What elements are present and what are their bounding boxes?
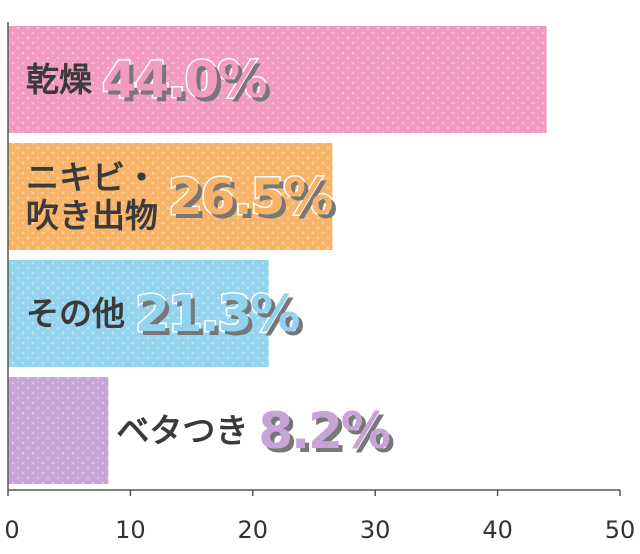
bar-label-row: ニキビ・吹き出物 26.5% bbox=[26, 143, 335, 250]
x-tick-label: 20 bbox=[237, 516, 269, 544]
bar-texture bbox=[8, 26, 547, 133]
x-tick-label: 0 bbox=[4, 516, 20, 544]
x-tick-label: 10 bbox=[115, 516, 146, 544]
bar-label-row: 乾燥 44.0% bbox=[26, 26, 269, 133]
category-label: ベタつき bbox=[116, 410, 249, 450]
x-tick-label: 40 bbox=[482, 516, 513, 544]
bar-label-row: その他 21.3% bbox=[26, 260, 302, 367]
bar-label-row: ベタつき 8.2% bbox=[116, 377, 393, 484]
bar-texture bbox=[8, 260, 269, 367]
value-label: 8.2% bbox=[257, 400, 393, 461]
value-label: 44.0% bbox=[100, 49, 268, 110]
bar-texture bbox=[8, 377, 109, 484]
x-tick-label: 30 bbox=[359, 516, 391, 544]
category-label: ニキビ・吹き出物 bbox=[26, 157, 158, 235]
value-label: 21.3% bbox=[133, 283, 301, 344]
bar-texture bbox=[8, 143, 333, 250]
category-label: その他 bbox=[26, 293, 125, 333]
value-label: 26.5% bbox=[166, 166, 334, 227]
x-tick-label: 50 bbox=[604, 516, 636, 544]
category-label: 乾燥 bbox=[26, 59, 92, 99]
